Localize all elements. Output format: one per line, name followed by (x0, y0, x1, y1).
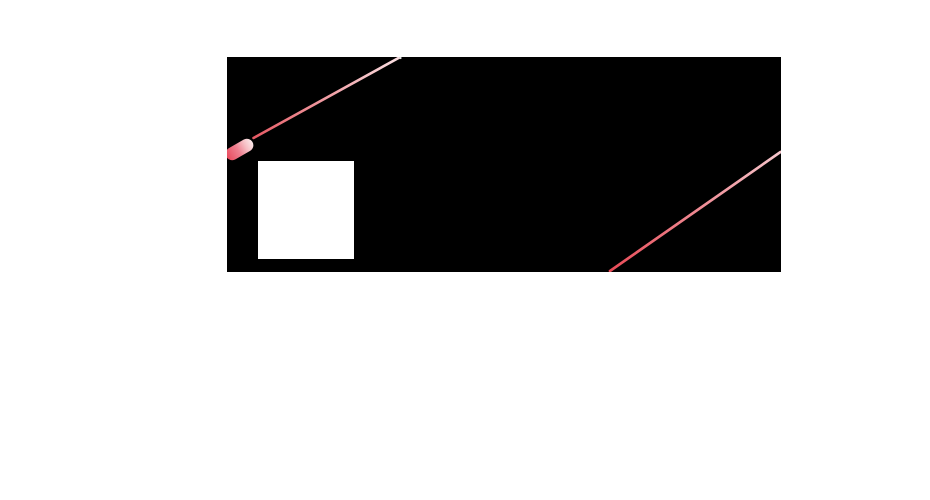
beam-end-glint (399, 57, 402, 60)
white-square[interactable] (258, 161, 354, 259)
scene-canvas[interactable] (227, 57, 781, 272)
scene-svg (227, 57, 781, 272)
laser-pointer-body[interactable] (227, 136, 256, 162)
laser-beam-primary (252, 57, 400, 140)
laser-beam-secondary (608, 150, 781, 272)
